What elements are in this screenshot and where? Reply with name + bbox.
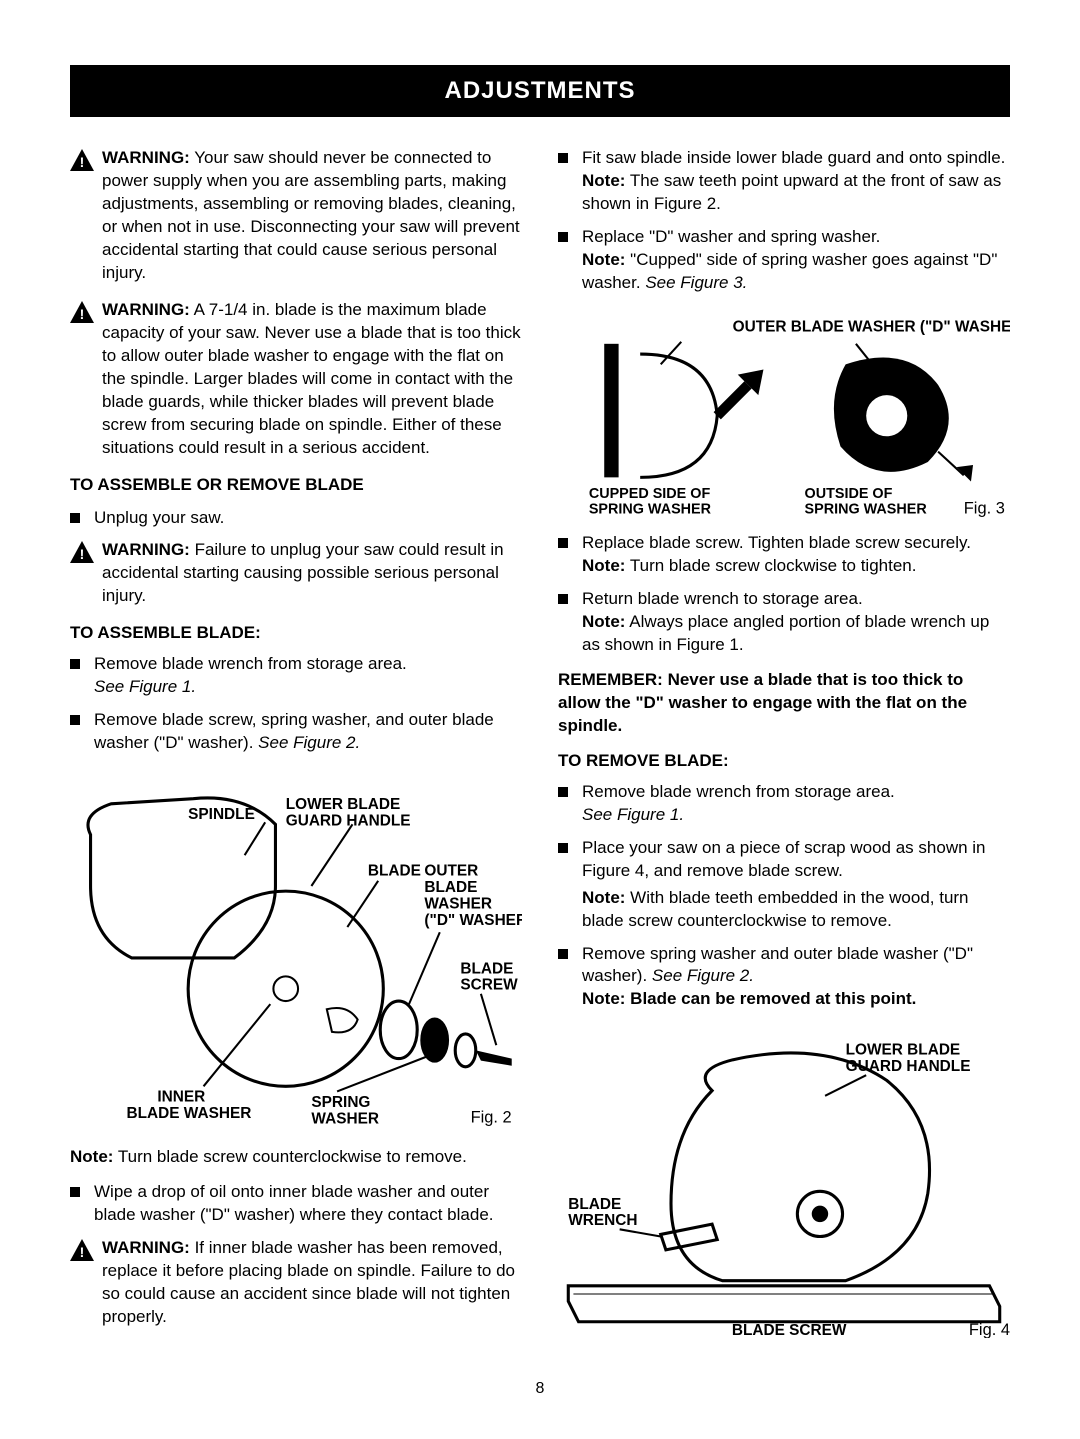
figure-4-svg: LOWER BLADEGUARD HANDLE BLADEWRENCH BLAD…	[558, 1029, 1010, 1337]
step-text: Replace blade screw. Tighten blade screw…	[582, 533, 971, 552]
step-replace-d: Replace "D" washer and spring washer. No…	[558, 226, 1010, 295]
label-blade: BLADE	[368, 863, 421, 880]
label-lower-handle: LOWER BLADEGUARD HANDLE	[286, 796, 411, 829]
step-text: Fit saw blade inside lower blade guard a…	[582, 148, 1005, 167]
rstep1: Remove blade wrench from storage area. S…	[558, 781, 1010, 827]
fig3-caption: Fig. 3	[964, 499, 1005, 517]
fig3-outside: OUTSIDE OFSPRING WASHER	[805, 486, 928, 517]
label-spindle: SPINDLE	[188, 806, 255, 823]
svg-text:!: !	[80, 154, 85, 170]
two-column-layout: ! WARNING: Your saw should never be conn…	[70, 147, 1010, 1351]
note-ccw: Note: Turn blade screw counterclockwise …	[70, 1146, 522, 1169]
note-label: Note:	[582, 250, 625, 269]
wipe-step: Wipe a drop of oil onto inner blade wash…	[70, 1181, 522, 1227]
warning-label: WARNING:	[102, 540, 190, 559]
note-text: Always place angled portion of blade wre…	[582, 612, 989, 654]
warning-label: WARNING:	[102, 1238, 190, 1257]
note-label: Note:	[582, 171, 625, 190]
warning-3: ! WARNING: Failure to unplug your saw co…	[70, 539, 522, 608]
label-blade-screw: BLADESCREW	[460, 960, 518, 993]
step-ref: See Figure 1.	[94, 677, 196, 696]
figure-3-svg: OUTER BLADE WASHER ("D" WASHER) CUPPED S…	[558, 313, 1010, 518]
assemble-steps: Remove blade wrench from storage area. S…	[70, 653, 522, 755]
step-text: Place your saw on a piece of scrap wood …	[582, 838, 986, 880]
step-fit: Fit saw blade inside lower blade guard a…	[558, 147, 1010, 216]
warning-body: Your saw should never be connected to po…	[102, 148, 520, 282]
rstep2: Place your saw on a piece of scrap wood …	[558, 837, 1010, 933]
step-return-wrench: Return blade wrench to storage area. Not…	[558, 588, 1010, 657]
warning-3-text: WARNING: Failure to unplug your saw coul…	[102, 539, 522, 608]
warning-4-text: WARNING: If inner blade washer has been …	[102, 1237, 522, 1329]
figure-2-svg: SPINDLE LOWER BLADEGUARD HANDLE BLADE OU…	[70, 773, 522, 1133]
step-ref: See Figure 3.	[645, 273, 747, 292]
left-column: ! WARNING: Your saw should never be conn…	[70, 147, 522, 1351]
note-text: The saw teeth point upward at the front …	[582, 171, 1001, 213]
warning-triangle-icon: !	[70, 301, 94, 323]
step-remove-screw: Remove blade screw, spring washer, and o…	[70, 709, 522, 755]
warning-2-text: WARNING: A 7-1/4 in. blade is the maximu…	[102, 299, 522, 460]
fig4-blade-wrench: BLADEWRENCH	[568, 1196, 637, 1229]
step-text: Replace "D" washer and spring washer.	[582, 227, 880, 246]
heading-assemble-remove: TO ASSEMBLE OR REMOVE BLADE	[70, 474, 522, 497]
fig4-caption: Fig. 4	[969, 1321, 1010, 1337]
step-wipe: Wipe a drop of oil onto inner blade wash…	[70, 1181, 522, 1227]
warning-label: WARNING:	[102, 148, 190, 167]
step-ref: See Figure 2.	[258, 733, 360, 752]
svg-text:!: !	[80, 546, 85, 562]
fig2-caption: Fig. 2	[471, 1108, 512, 1126]
figure-3: OUTER BLADE WASHER ("D" WASHER) CUPPED S…	[558, 313, 1010, 518]
step-text: Remove blade wrench from storage area.	[582, 782, 895, 801]
section-header: ADJUSTMENTS	[70, 65, 1010, 117]
rstep3-bold: Note: Blade can be removed at this point…	[582, 989, 916, 1008]
remove-steps: Remove blade wrench from storage area. S…	[558, 781, 1010, 1011]
right-steps-2: Replace blade screw. Tighten blade screw…	[558, 532, 1010, 657]
step-text: Remove blade wrench from storage area.	[94, 654, 407, 673]
right-steps-1: Fit saw blade inside lower blade guard a…	[558, 147, 1010, 295]
warning-triangle-icon: !	[70, 1239, 94, 1261]
svg-text:!: !	[80, 306, 85, 322]
step-remove-wrench: Remove blade wrench from storage area. S…	[70, 653, 522, 699]
remember-block: REMEMBER: Never use a blade that is too …	[558, 669, 1010, 738]
warning-body: A 7-1/4 in. blade is the maximum blade c…	[102, 300, 521, 457]
step-text: Remove spring washer and outer blade was…	[582, 944, 973, 986]
note-label: Note:	[582, 888, 625, 907]
figure-4: LOWER BLADEGUARD HANDLE BLADEWRENCH BLAD…	[558, 1029, 1010, 1337]
note-text: Turn blade screw counterclockwise to rem…	[118, 1147, 467, 1166]
fig3-title: OUTER BLADE WASHER ("D" WASHER)	[733, 319, 1010, 336]
label-inner-washer: INNERBLADE WASHER	[127, 1089, 252, 1122]
fig3-cupped: CUPPED SIDE OFSPRING WASHER	[589, 486, 712, 517]
page-number: 8	[70, 1378, 1010, 1400]
step-unplug: Unplug your saw.	[70, 507, 522, 530]
remember-label: REMEMBER:	[558, 670, 663, 689]
note-text: Turn blade screw clockwise to tighten.	[625, 556, 916, 575]
svg-text:!: !	[80, 1244, 85, 1260]
rstep3: Remove spring washer and outer blade was…	[558, 943, 1010, 1012]
figure-2: SPINDLE LOWER BLADEGUARD HANDLE BLADE OU…	[70, 773, 522, 1133]
label-outer-washer: OUTERBLADEWASHER("D" WASHER)	[424, 863, 522, 929]
warning-triangle-icon: !	[70, 541, 94, 563]
step-list: Unplug your saw.	[70, 507, 522, 530]
label-spring-washer: SPRINGWASHER	[311, 1094, 379, 1127]
fig4-lower-handle: LOWER BLADEGUARD HANDLE	[846, 1042, 971, 1075]
fig4-blade-screw: BLADE SCREW	[732, 1322, 847, 1337]
step-text: Return blade wrench to storage area.	[582, 589, 863, 608]
warning-1: ! WARNING: Your saw should never be conn…	[70, 147, 522, 285]
warning-2: ! WARNING: A 7-1/4 in. blade is the maxi…	[70, 299, 522, 460]
warning-1-text: WARNING: Your saw should never be connec…	[102, 147, 522, 285]
rstep2-note: Note: With blade teeth embedded in the w…	[582, 887, 1010, 933]
note-text: With blade teeth embedded in the wood, t…	[582, 888, 969, 930]
warning-4: ! WARNING: If inner blade washer has bee…	[70, 1237, 522, 1329]
subheading-assemble: TO ASSEMBLE BLADE:	[70, 622, 522, 645]
note-label: Note:	[70, 1147, 113, 1166]
step-ref: See Figure 1.	[582, 805, 684, 824]
subheading-remove: TO REMOVE BLADE:	[558, 750, 1010, 773]
warning-label: WARNING:	[102, 300, 190, 319]
warning-triangle-icon: !	[70, 149, 94, 171]
right-column: Fit saw blade inside lower blade guard a…	[558, 147, 1010, 1351]
note-label: Note:	[582, 612, 625, 631]
step-replace-screw: Replace blade screw. Tighten blade screw…	[558, 532, 1010, 578]
step-ref: See Figure 2.	[652, 966, 754, 985]
note-label: Note:	[582, 556, 625, 575]
